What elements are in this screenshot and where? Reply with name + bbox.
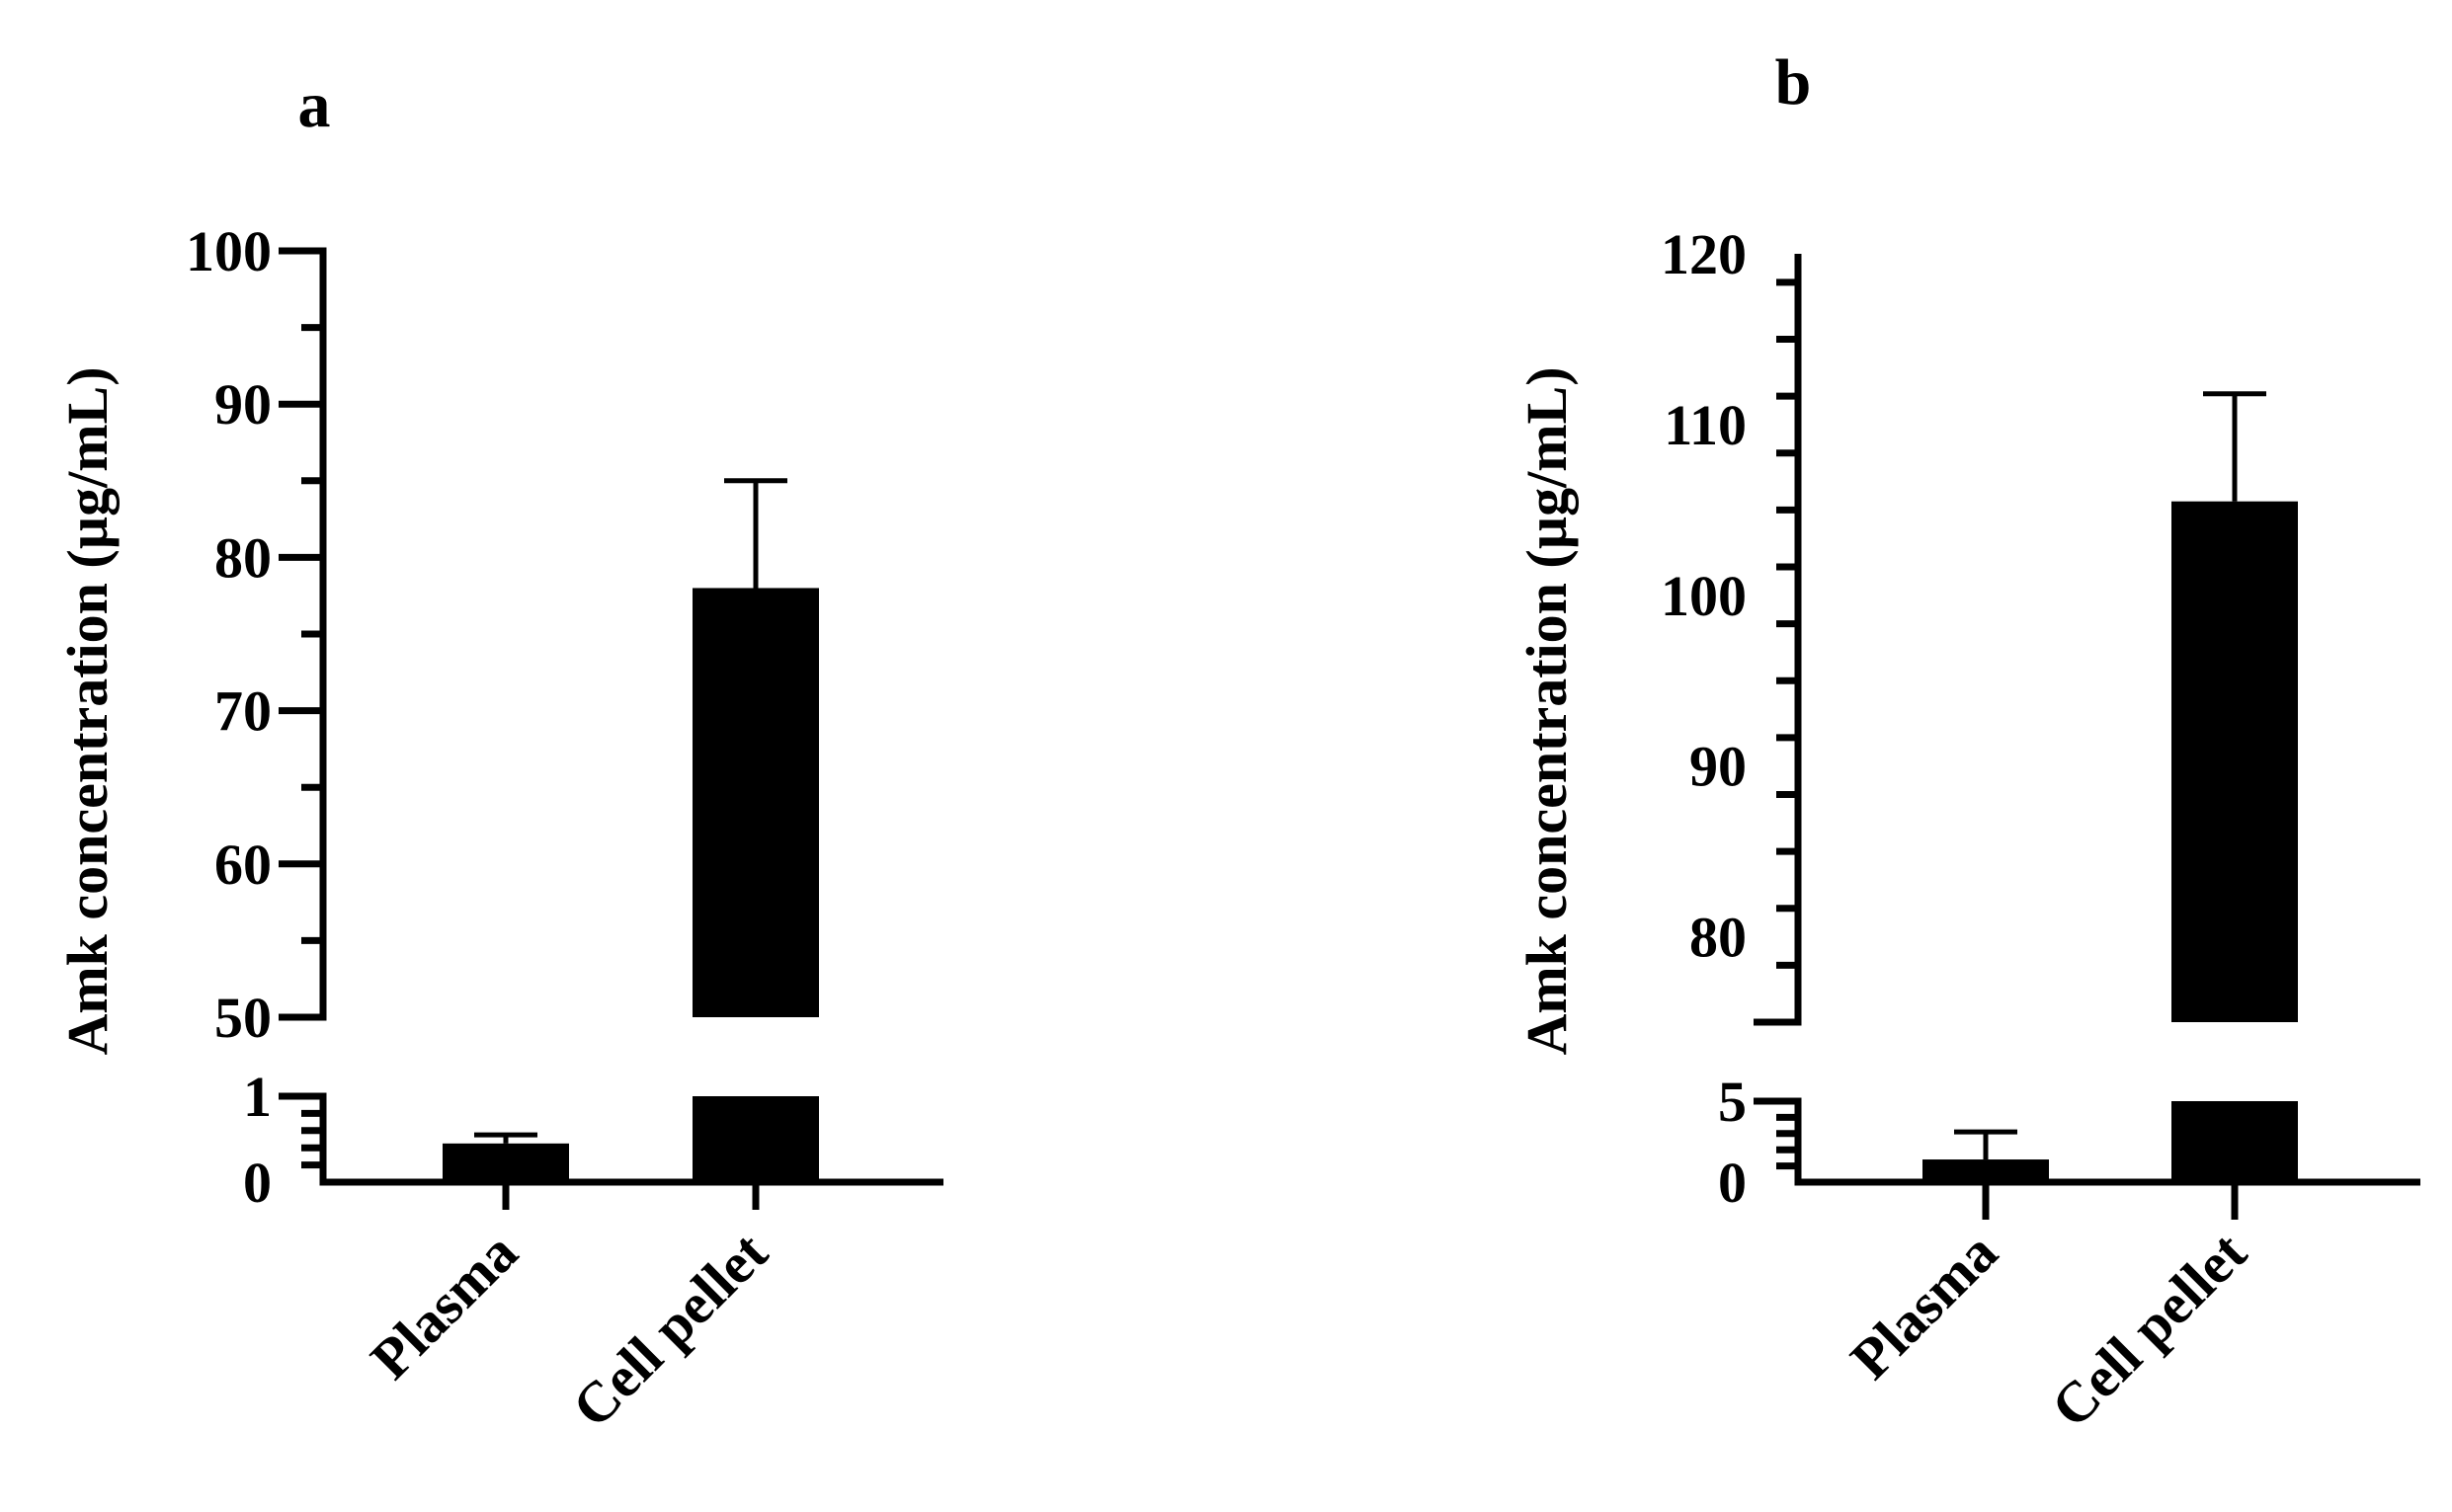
panel-b-y-tick-label: 100 (1661, 564, 1747, 628)
panel-a-y-tick-label: 50 (214, 986, 272, 1050)
panel-b-y-tick-label: 110 (1664, 393, 1747, 457)
panel-b-y-tick-label: 90 (1689, 735, 1747, 799)
panel-a: a Amk concentration (µg/mL) 506070809010… (55, 69, 943, 1440)
panel-b-bar-cell-pellet-upper (2171, 501, 2298, 1022)
panel-a-y-tick-label: 0 (243, 1151, 272, 1215)
panel-a-y-tick-label: 80 (214, 525, 272, 590)
panel-a-bar-cell-pellet-lower (693, 1096, 819, 1182)
panel-a-y-tick-label: 70 (214, 679, 272, 744)
panel-b-x-tick-label: Cell pellet (2039, 1220, 2259, 1440)
panel-b-x-tick-label: Plasma (1839, 1220, 2010, 1392)
panel-b-y-tick-label: 5 (1718, 1070, 1747, 1134)
panel-b-y-axis-title: Amk concentration (µg/mL) (1514, 366, 1579, 1055)
panel-a-x-tick-label: Plasma (359, 1220, 531, 1392)
panel-a-x-tick-label: Cell pellet (560, 1220, 780, 1440)
panel-a-marks: 50 60 70 80 90 100 0 1 Plasma Cell pellet (186, 219, 943, 1440)
panel-b-bar-plasma (1922, 1159, 2049, 1182)
panel-b-label: b (1775, 46, 1812, 119)
panel-a-bar-cell-pellet-upper (693, 588, 819, 1017)
panel-b-y-tick-label: 120 (1661, 222, 1747, 286)
panel-a-label: a (298, 69, 331, 141)
panel-a-bar-plasma (443, 1143, 569, 1182)
panel-b: b Amk concentration (µg/mL) 80 90 100 110 12… (1514, 46, 2420, 1440)
panel-b-bar-cell-pellet-lower (2171, 1101, 2298, 1182)
panel-b-y-tick-label: 0 (1718, 1151, 1747, 1215)
panel-b-y-tick-label: 80 (1689, 906, 1747, 970)
panel-b-marks: 80 90 100 110 120 0 5 Plasma Cell pellet (1661, 222, 2420, 1440)
panel-a-y-tick-label: 1 (243, 1065, 272, 1129)
panel-a-y-tick-label: 60 (214, 833, 272, 897)
panel-a-y-axis-title: Amk concentration (µg/mL) (55, 366, 120, 1055)
panel-a-y-tick-label: 90 (214, 372, 272, 437)
panel-a-y-tick-label: 100 (186, 219, 272, 283)
